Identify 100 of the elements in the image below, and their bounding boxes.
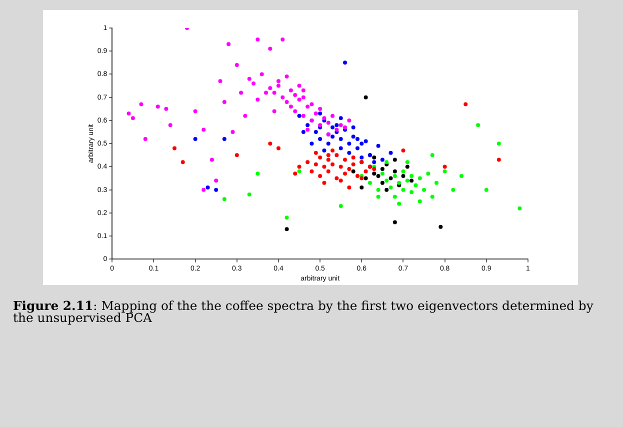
point bbox=[347, 118, 352, 122]
point bbox=[297, 164, 302, 169]
point bbox=[301, 130, 306, 134]
point bbox=[410, 174, 414, 178]
point bbox=[284, 74, 289, 79]
point bbox=[130, 116, 135, 120]
point bbox=[360, 155, 364, 160]
point bbox=[318, 174, 322, 178]
point bbox=[338, 204, 343, 208]
point bbox=[301, 95, 306, 100]
point bbox=[330, 114, 335, 118]
point bbox=[338, 146, 343, 150]
point bbox=[222, 197, 226, 202]
point bbox=[347, 167, 352, 172]
point bbox=[376, 174, 380, 178]
point bbox=[293, 93, 298, 98]
point bbox=[401, 188, 406, 192]
point bbox=[405, 178, 410, 183]
point bbox=[318, 136, 322, 141]
point bbox=[351, 162, 356, 166]
point bbox=[276, 79, 280, 84]
point bbox=[272, 90, 276, 95]
point bbox=[343, 60, 348, 65]
point bbox=[343, 158, 348, 162]
point bbox=[376, 188, 380, 192]
point bbox=[314, 150, 318, 155]
point bbox=[252, 81, 256, 86]
point bbox=[314, 112, 318, 116]
point bbox=[392, 169, 397, 174]
point bbox=[306, 123, 310, 128]
point bbox=[230, 130, 235, 134]
point bbox=[372, 172, 376, 176]
point bbox=[418, 199, 422, 204]
point bbox=[306, 128, 310, 132]
point bbox=[301, 88, 306, 92]
point bbox=[326, 169, 330, 174]
point bbox=[297, 84, 302, 88]
point bbox=[218, 79, 222, 84]
point bbox=[268, 86, 272, 90]
point bbox=[418, 176, 422, 180]
point bbox=[139, 102, 144, 106]
point bbox=[293, 172, 298, 176]
point bbox=[334, 128, 339, 132]
point bbox=[172, 146, 177, 150]
point bbox=[234, 153, 239, 158]
point bbox=[222, 100, 226, 104]
point bbox=[351, 134, 356, 139]
point bbox=[372, 155, 376, 160]
point bbox=[318, 106, 322, 111]
point bbox=[397, 202, 402, 206]
point bbox=[272, 109, 276, 114]
point bbox=[338, 116, 343, 120]
point bbox=[376, 194, 380, 199]
point bbox=[156, 104, 160, 109]
point bbox=[210, 158, 214, 162]
point bbox=[338, 123, 343, 128]
point bbox=[268, 46, 272, 51]
point bbox=[364, 169, 368, 174]
point bbox=[410, 190, 414, 194]
point bbox=[314, 162, 318, 166]
point bbox=[438, 224, 443, 229]
point bbox=[318, 155, 322, 160]
point bbox=[360, 186, 364, 190]
point bbox=[397, 180, 402, 185]
point bbox=[318, 112, 322, 116]
point bbox=[284, 227, 289, 232]
point bbox=[214, 178, 218, 183]
point bbox=[330, 134, 335, 139]
point bbox=[347, 186, 352, 190]
point bbox=[276, 84, 280, 88]
point bbox=[401, 174, 406, 178]
point bbox=[256, 98, 260, 102]
point bbox=[384, 178, 389, 183]
point bbox=[214, 188, 218, 192]
point bbox=[334, 176, 339, 180]
point bbox=[442, 164, 447, 169]
point bbox=[338, 136, 343, 141]
point bbox=[401, 169, 406, 174]
point bbox=[451, 188, 456, 192]
point bbox=[310, 169, 314, 174]
point bbox=[343, 172, 348, 176]
point bbox=[464, 102, 468, 106]
point bbox=[459, 174, 464, 178]
point bbox=[372, 167, 376, 172]
point bbox=[234, 62, 239, 67]
point bbox=[380, 172, 384, 176]
point bbox=[222, 136, 226, 141]
point bbox=[338, 178, 343, 183]
point bbox=[392, 158, 397, 162]
point bbox=[297, 98, 302, 102]
point bbox=[202, 188, 206, 192]
point bbox=[260, 72, 264, 76]
point bbox=[392, 194, 397, 199]
point bbox=[360, 142, 364, 146]
point bbox=[284, 216, 289, 220]
point bbox=[326, 153, 330, 158]
point bbox=[322, 180, 326, 185]
point bbox=[410, 178, 414, 183]
point bbox=[239, 90, 244, 95]
point bbox=[310, 142, 314, 146]
